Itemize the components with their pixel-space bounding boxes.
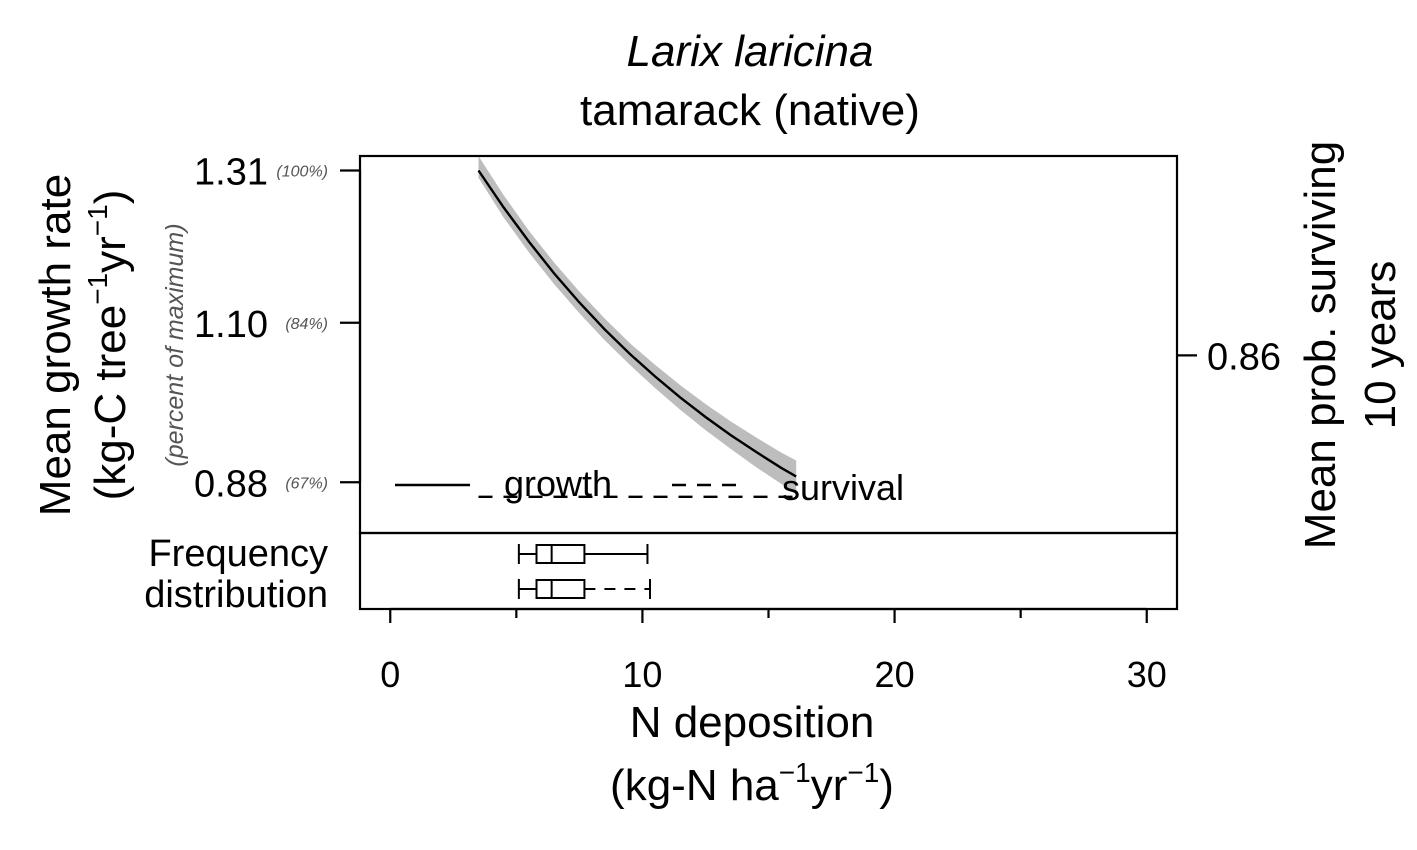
y-tick-percent-label: (84%) xyxy=(285,316,328,333)
legend-layer: growth survival xyxy=(395,463,904,508)
y-units-sup-1: −1 xyxy=(82,273,113,305)
y-tick-label: 0.88 xyxy=(194,463,268,505)
right-axis-label-line1: Mean prob. surviving xyxy=(1296,141,1345,549)
y-units-suffix: ) xyxy=(86,190,135,205)
y-tick-percent-label: (100%) xyxy=(276,164,328,181)
right-axis-label-line2: 10 years xyxy=(1356,261,1405,430)
legend-growth-label: growth xyxy=(504,463,612,504)
confidence-band-layer xyxy=(478,156,797,494)
x-units-mid: yr xyxy=(811,761,848,810)
x-axis-label: N deposition xyxy=(630,698,875,747)
x-units-sup-1: −1 xyxy=(779,757,811,788)
x-tick-label: 0 xyxy=(380,654,400,695)
x-units-sup-2: −1 xyxy=(847,757,879,788)
y-tick-label: 1.10 xyxy=(194,304,268,346)
growth-series-line xyxy=(477,169,797,478)
y-tick-label: 1.31 xyxy=(194,152,268,194)
frequency-label-line1: Frequency xyxy=(148,533,328,575)
x-axis-units: (kg-N ha−1yr−1) xyxy=(610,757,894,810)
plot-frame xyxy=(358,154,1179,535)
frequency-label-line2: distribution xyxy=(144,574,328,616)
axes-layer: 0 10 20 30 1.31 (100%) 1.10 (84%) 0.88 (67%) 0.86 xyxy=(194,152,1281,696)
growth-boxplot-box xyxy=(535,544,586,564)
y-axis-label: Mean growth rate xyxy=(31,174,80,516)
x-tick-label: 10 xyxy=(622,654,662,695)
x-tick-label: 20 xyxy=(875,654,915,695)
y-units-mid: yr xyxy=(86,236,135,273)
x-units-prefix: (kg-N ha xyxy=(610,761,779,810)
right-y-tick-label: 0.86 xyxy=(1207,336,1281,378)
y-units-prefix: (kg-C tree xyxy=(86,305,135,501)
y-axis-secondary-label: (percent of maximum) xyxy=(161,223,189,466)
frequency-panel-frame xyxy=(358,531,1179,611)
x-tick-label: 30 xyxy=(1127,654,1167,695)
y-tick-percent-label: (67%) xyxy=(285,475,328,492)
chart-title: Larix laricina xyxy=(627,27,874,76)
legend-survival-label: survival xyxy=(782,467,904,508)
y-units-sup-2: −1 xyxy=(82,204,113,236)
y-axis-units: (kg-C tree−1yr−1) xyxy=(82,190,135,501)
boxplot-layer xyxy=(517,544,651,599)
x-units-suffix: ) xyxy=(879,761,894,810)
series-lines-layer xyxy=(477,169,797,498)
survival-boxplot-box xyxy=(535,579,586,599)
growth-confidence-band xyxy=(478,156,797,494)
chart-subtitle: tamarack (native) xyxy=(580,86,920,135)
